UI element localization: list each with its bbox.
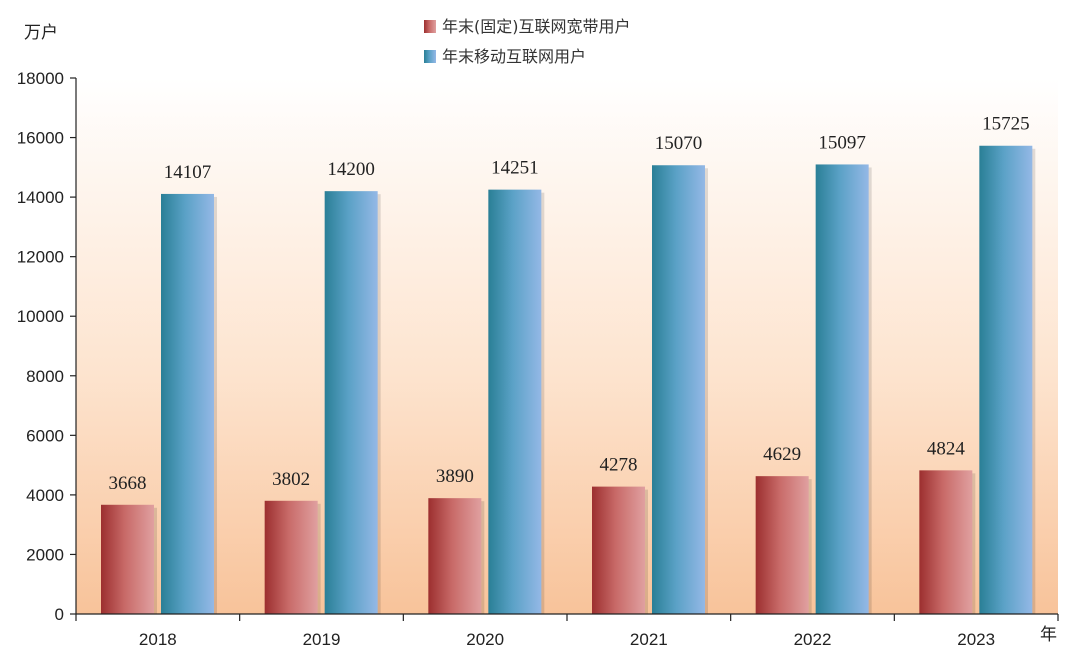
x-tick-label: 2019 [303, 630, 341, 649]
data-label-series-0: 3802 [272, 469, 310, 490]
data-label-series-0: 4278 [600, 455, 638, 476]
legend: 年末(固定)互联网宽带用户 年末移动互联网用户 [424, 17, 631, 66]
y-axis-unit-label: 万户 [24, 23, 58, 43]
data-label-series-0: 4824 [927, 438, 966, 459]
x-tick-label: 2023 [957, 630, 995, 649]
data-label-series-1: 14107 [164, 162, 212, 183]
bar-series-1 [815, 164, 869, 614]
bar-series-0 [101, 504, 154, 614]
legend-swatch-series-0 [424, 20, 436, 33]
bar-series-1 [488, 189, 542, 614]
x-tick-label: 2018 [139, 630, 177, 649]
bar-series-0 [264, 500, 318, 614]
data-label-series-1: 14251 [491, 158, 539, 179]
data-labels: 3668 3802 3890 4278 4629 4824 14107 14200 14251 1… [109, 114, 1030, 494]
data-label-series-0: 3890 [436, 466, 474, 487]
y-tick-label: 12000 [17, 248, 64, 267]
y-tick-label: 8000 [26, 367, 64, 386]
x-axis-ticks: 2018 2019 2020 2021 2022 2023 [75, 614, 1059, 649]
bar-series-0 [428, 498, 482, 614]
x-axis-unit-label: 年 [1040, 625, 1057, 645]
legend-label-series-0: 年末(固定)互联网宽带用户 [442, 17, 631, 36]
bar-series-1 [652, 165, 705, 614]
data-label-series-0: 3668 [109, 473, 147, 494]
bar-series-0 [919, 470, 973, 614]
bar-series-1 [161, 193, 214, 614]
data-label-series-1: 15097 [818, 132, 866, 153]
bar-series-1 [324, 191, 378, 614]
y-tick-label: 2000 [26, 545, 64, 564]
bar-series-1 [979, 145, 1033, 614]
legend-swatch-series-1 [424, 50, 436, 63]
x-tick-label: 2021 [630, 630, 668, 649]
y-axis-ticks: 0 2000 4000 6000 8000 10000 12000 14000 16000 180… [17, 69, 76, 624]
x-tick-label: 2020 [466, 630, 504, 649]
bar-series-0 [592, 486, 645, 614]
data-label-series-0: 4629 [763, 444, 801, 465]
x-tick-label: 2022 [794, 630, 832, 649]
data-label-series-1: 14200 [327, 159, 375, 180]
y-tick-label: 10000 [17, 307, 64, 326]
bar-series-0 [755, 476, 809, 614]
data-label-series-1: 15725 [982, 114, 1030, 135]
y-tick-label: 16000 [17, 129, 64, 148]
y-tick-label: 4000 [26, 486, 64, 505]
y-tick-label: 6000 [26, 426, 64, 445]
y-tick-label: 14000 [17, 188, 64, 207]
y-tick-label: 18000 [17, 69, 64, 88]
bars [101, 145, 1036, 614]
legend-label-series-1: 年末移动互联网用户 [442, 47, 586, 66]
y-tick-label: 0 [55, 605, 64, 624]
data-label-series-1: 15070 [655, 133, 703, 154]
plot-background [76, 78, 1058, 614]
